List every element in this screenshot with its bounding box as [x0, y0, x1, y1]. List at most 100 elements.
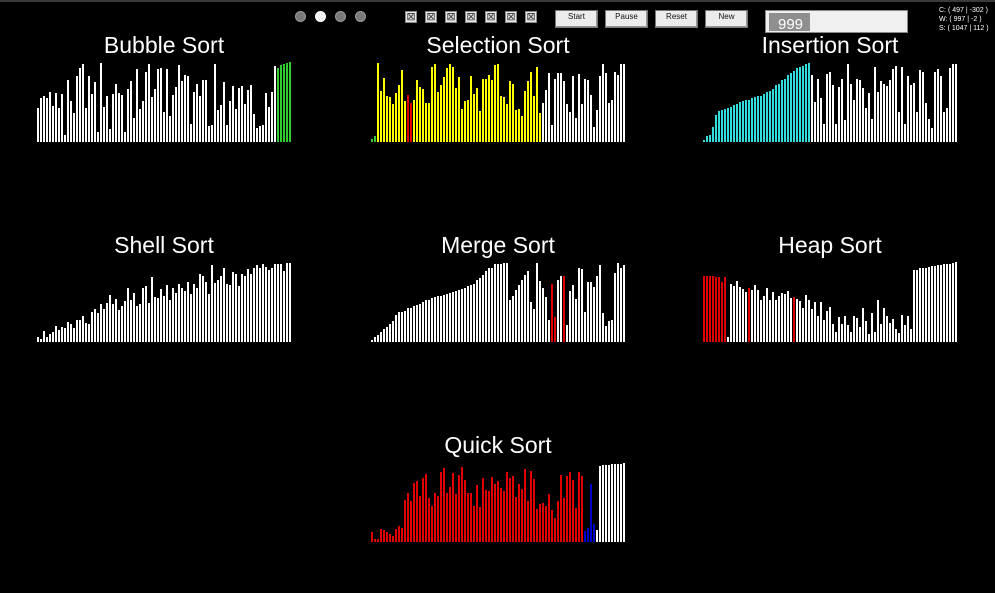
heap-bar: [925, 268, 927, 342]
quick-bar: [590, 484, 592, 542]
quick-bar: [521, 489, 523, 542]
quick-bar: [407, 493, 409, 542]
heap-bar: [748, 288, 750, 342]
toggle-merge-checkbox[interactable]: ⊠: [485, 11, 497, 23]
new-button[interactable]: New: [705, 10, 748, 28]
quick-bar: [446, 493, 448, 542]
heap-bar: [742, 289, 744, 342]
speed-radio-3[interactable]: [335, 11, 346, 22]
heap-bar: [709, 276, 711, 342]
toggle-heap-checkbox[interactable]: ⊠: [505, 11, 517, 23]
shell-bar: [52, 332, 54, 342]
selection-bar: [605, 73, 607, 142]
selection-bar: [470, 76, 472, 142]
shell-bar: [91, 312, 93, 342]
merge-bar: [578, 268, 580, 342]
insertion-bar: [934, 72, 936, 142]
merge-bar: [467, 286, 469, 342]
merge-bar: [533, 309, 535, 342]
selection-bar: [443, 77, 445, 142]
insertion-bar: [856, 79, 858, 142]
insertion-bar: [823, 124, 825, 142]
bubble-bar: [202, 80, 204, 142]
shell-bar: [121, 306, 123, 342]
quick-bar: [389, 534, 391, 542]
shell-bar: [202, 276, 204, 342]
heap-bar: [889, 323, 891, 342]
bubble-bar: [217, 110, 219, 142]
toggle-quick-checkbox[interactable]: ⊠: [525, 11, 537, 23]
insertion-bar: [781, 80, 783, 142]
start-button[interactable]: Start: [555, 10, 598, 28]
selection-bar: [572, 76, 574, 142]
array-size-slider[interactable]: 999: [765, 10, 908, 33]
heap-bar: [811, 309, 813, 342]
insertion-bar: [796, 68, 798, 142]
shell-bar: [232, 272, 234, 342]
quick-bar: [614, 464, 616, 542]
heap-bar: [874, 332, 876, 342]
heap-bar: [754, 285, 756, 342]
heap-bar: [907, 316, 909, 342]
bubble-bar: [151, 97, 153, 142]
bubble-bar: [289, 62, 291, 142]
bubble-bar: [220, 105, 222, 142]
speed-radio-4[interactable]: [355, 11, 366, 22]
selection-bar: [611, 100, 613, 142]
pause-button[interactable]: Pause: [605, 10, 648, 28]
insertion-bar: [754, 97, 756, 142]
merge-bar: [392, 321, 394, 342]
shell-bar: [283, 271, 285, 342]
heap-bar: [832, 324, 834, 342]
merge-bar: [458, 290, 460, 342]
reset-button[interactable]: Reset: [655, 10, 698, 28]
quick-bar: [533, 479, 535, 542]
shell-bar: [166, 285, 168, 342]
insertion-bar: [766, 92, 768, 142]
quick-bar: [545, 506, 547, 542]
heap-bar: [730, 284, 732, 342]
bubble-bar: [160, 68, 162, 142]
selection-bar: [608, 103, 610, 142]
merge-bar: [428, 300, 430, 342]
quick-bar: [452, 473, 454, 542]
shell-bar: [199, 274, 201, 342]
selection-bar: [455, 88, 457, 142]
shell-bar: [262, 264, 264, 342]
heap-bar: [949, 264, 951, 342]
merge-bar: [548, 320, 550, 342]
insertion-bar: [844, 120, 846, 142]
bubble-bar: [85, 108, 87, 142]
toggle-shell-checkbox[interactable]: ⊠: [465, 11, 477, 23]
speed-radio-2[interactable]: [315, 11, 326, 22]
insertion-bar: [937, 69, 939, 142]
toggle-bubble-checkbox[interactable]: ⊠: [405, 11, 417, 23]
merge-bar: [596, 276, 598, 342]
merge-bar: [491, 268, 493, 342]
shell-bar: [229, 285, 231, 342]
bubble-bar: [208, 126, 210, 142]
heap-bar: [955, 262, 957, 342]
quick-bar: [461, 467, 463, 542]
quick-sort-title: Quick Sort: [444, 432, 552, 458]
speed-radio-1[interactable]: [295, 11, 306, 22]
quick-bar: [515, 497, 517, 542]
toggle-selection-checkbox[interactable]: ⊠: [425, 11, 437, 23]
quick-bar: [383, 530, 385, 542]
selection-bar: [569, 112, 571, 142]
insertion-bar: [892, 69, 894, 142]
shell-bar: [208, 294, 210, 342]
bubble-bar: [49, 92, 51, 142]
merge-bar: [419, 304, 421, 342]
quick-bar: [392, 536, 394, 542]
selection-bar: [602, 64, 604, 142]
shell-bar: [286, 263, 288, 342]
bubble-bar: [271, 92, 273, 142]
merge-bar: [497, 264, 499, 342]
bubble-bar: [55, 93, 57, 142]
shell-bar: [112, 304, 114, 342]
shell-bar: [187, 282, 189, 342]
toggle-insertion-checkbox[interactable]: ⊠: [445, 11, 457, 23]
bubble-bar: [46, 98, 48, 142]
selection-bar: [395, 93, 397, 142]
